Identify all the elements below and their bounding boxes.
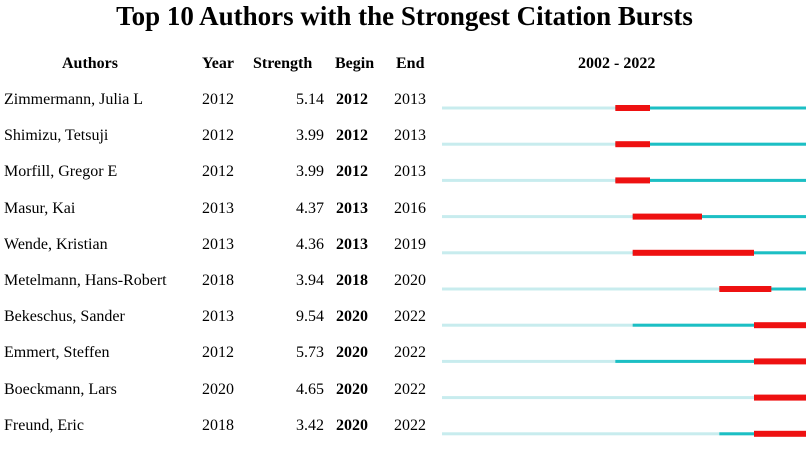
burst-end: 2022 <box>394 416 426 434</box>
table-row: Zimmermann, Julia L 2012 5.14 2012 2013 <box>0 90 809 126</box>
burst-end: 2013 <box>394 127 426 145</box>
burst-end: 2013 <box>394 163 426 181</box>
burst-begin: 2013 <box>336 199 368 217</box>
timeline-active-bar <box>632 215 806 219</box>
burst-bar <box>754 430 806 437</box>
header-strength: Strength <box>253 55 313 72</box>
burst-bar <box>719 286 772 292</box>
burst-bar <box>632 213 702 220</box>
burst-strength: 4.37 <box>296 199 324 217</box>
author-name: Boeckmann, Lars <box>4 380 117 398</box>
header-year: Year <box>202 55 234 72</box>
burst-strength: 3.42 <box>296 416 324 434</box>
timeline-base-bar <box>442 396 806 400</box>
timeline-base-bar <box>442 215 806 219</box>
author-name: Morfill, Gregor E <box>4 163 118 181</box>
table-row: Metelmann, Hans-Robert 2018 3.94 2018 2020 <box>0 271 809 307</box>
header-time-range: 2002 - 2022 <box>578 55 656 72</box>
burst-strength: 4.36 <box>296 235 324 253</box>
burst-bar <box>754 394 806 401</box>
burst-end: 2022 <box>394 380 426 398</box>
burst-begin: 2012 <box>336 91 368 108</box>
burst-strength: 5.73 <box>296 344 324 362</box>
author-name: Shimizu, Tetsuji <box>4 127 109 145</box>
author-name: Freund, Eric <box>4 416 84 434</box>
timeline-active-bar <box>615 178 806 182</box>
timeline-base-bar <box>442 287 806 291</box>
author-year: 2012 <box>202 163 234 181</box>
table-row: Morfill, Gregor E 2012 3.99 2012 2013 <box>0 162 809 198</box>
burst-end: 2013 <box>394 91 426 108</box>
burst-end: 2022 <box>394 344 426 362</box>
author-year: 2018 <box>202 416 234 434</box>
timeline-active-bar <box>615 142 806 146</box>
author-name: Masur, Kai <box>4 199 76 217</box>
burst-begin: 2012 <box>336 127 368 145</box>
table-row: Wende, Kristian 2013 4.36 2013 2019 <box>0 235 809 271</box>
burst-begin: 2020 <box>336 416 368 434</box>
burst-end: 2020 <box>394 272 426 289</box>
author-name: Bekeschus, Sander <box>4 308 125 326</box>
timeline-base-bar <box>442 323 806 327</box>
burst-strength: 3.99 <box>296 127 324 145</box>
author-name: Emmert, Steffen <box>4 344 110 362</box>
header-authors: Authors <box>62 55 119 72</box>
burst-bar <box>754 322 806 329</box>
author-year: 2020 <box>202 380 234 398</box>
author-year: 2012 <box>202 91 234 108</box>
burst-begin: 2018 <box>336 272 368 289</box>
burst-end: 2019 <box>394 235 426 253</box>
table-row: Bekeschus, Sander 2013 9.54 2020 2022 <box>0 307 809 343</box>
table-row: Freund, Eric 2018 3.42 2020 2022 <box>0 416 809 452</box>
burst-end: 2016 <box>394 199 426 217</box>
burst-bar <box>754 358 806 365</box>
burst-begin: 2020 <box>336 380 368 398</box>
burst-strength: 4.65 <box>296 380 324 398</box>
author-year: 2018 <box>202 272 234 289</box>
author-name: Zimmermann, Julia L <box>4 91 144 108</box>
burst-end: 2022 <box>394 308 426 326</box>
author-name: Wende, Kristian <box>4 235 108 253</box>
timeline-base-bar <box>442 432 806 436</box>
burst-begin: 2012 <box>336 163 368 181</box>
header-end: End <box>396 55 425 72</box>
author-year: 2012 <box>202 127 234 145</box>
chart-title: Top 10 Authors with the Strongest Citati… <box>116 1 693 31</box>
burst-bar <box>632 249 754 256</box>
table-row: Shimizu, Tetsuji 2012 3.99 2012 2013 <box>0 126 809 162</box>
timeline-active-bar <box>615 359 806 363</box>
burst-timeline <box>442 105 806 437</box>
author-name: Metelmann, Hans-Robert <box>4 272 167 289</box>
table-row: Boeckmann, Lars 2020 4.65 2020 2022 <box>0 380 809 416</box>
burst-bar <box>615 141 650 148</box>
author-year: 2013 <box>202 235 234 253</box>
burst-bar <box>615 177 650 184</box>
burst-begin: 2013 <box>336 235 368 253</box>
author-year: 2013 <box>202 199 234 217</box>
timeline-base-bar <box>442 251 806 255</box>
table-row: Emmert, Steffen 2012 5.73 2020 2022 <box>0 343 809 379</box>
burst-begin: 2020 <box>336 344 368 362</box>
burst-strength: 3.94 <box>296 272 324 289</box>
burst-bar <box>615 105 650 111</box>
table-row: Masur, Kai 2013 4.37 2013 2016 <box>0 199 809 235</box>
header-begin: Begin <box>335 55 375 72</box>
author-year: 2012 <box>202 344 234 362</box>
author-year: 2013 <box>202 308 234 326</box>
burst-strength: 9.54 <box>296 308 324 326</box>
burst-strength: 3.99 <box>296 163 324 181</box>
timeline-active-bar <box>615 106 806 110</box>
timeline-active-bar <box>632 323 806 327</box>
burst-strength: 5.14 <box>296 91 324 108</box>
burst-begin: 2020 <box>336 308 368 326</box>
